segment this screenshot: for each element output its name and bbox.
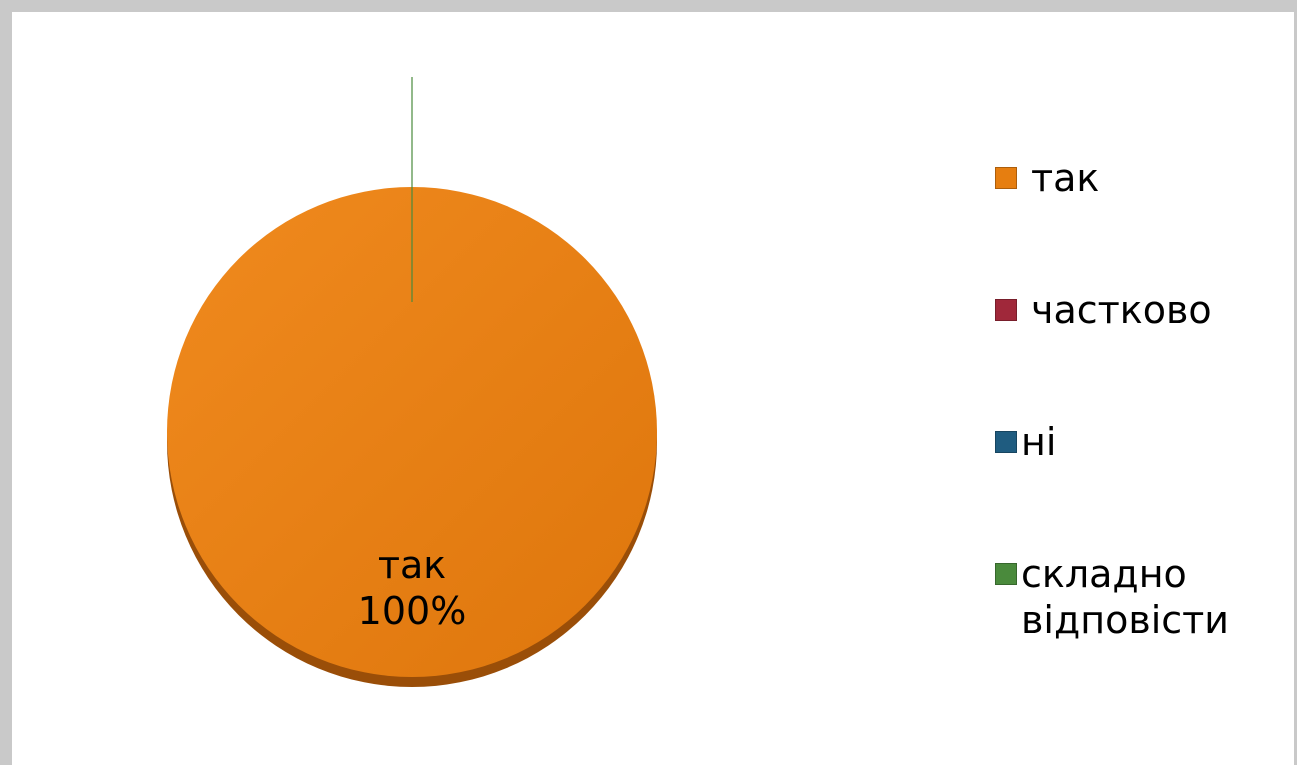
pie-slice	[167, 187, 657, 677]
slice-category-label: так	[377, 543, 447, 587]
slice-data-label: так 100%	[292, 542, 532, 634]
slice-value-label: 100%	[357, 589, 467, 633]
pie-chart	[167, 77, 657, 687]
chart-area: так 100% так частково ні складно відпові…	[12, 12, 1294, 765]
